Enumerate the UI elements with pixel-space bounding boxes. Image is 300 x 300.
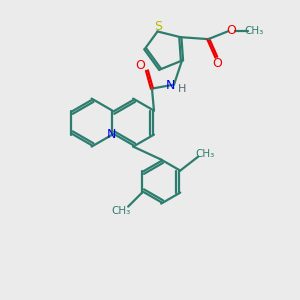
Text: N: N (107, 128, 116, 141)
Text: CH₃: CH₃ (112, 206, 131, 216)
Text: CH₃: CH₃ (196, 148, 215, 159)
Text: O: O (135, 59, 145, 72)
Text: O: O (226, 24, 236, 37)
Text: CH₃: CH₃ (245, 26, 264, 36)
Text: H: H (178, 84, 186, 94)
Text: N: N (165, 79, 175, 92)
Text: S: S (154, 20, 163, 33)
Text: O: O (212, 57, 222, 70)
